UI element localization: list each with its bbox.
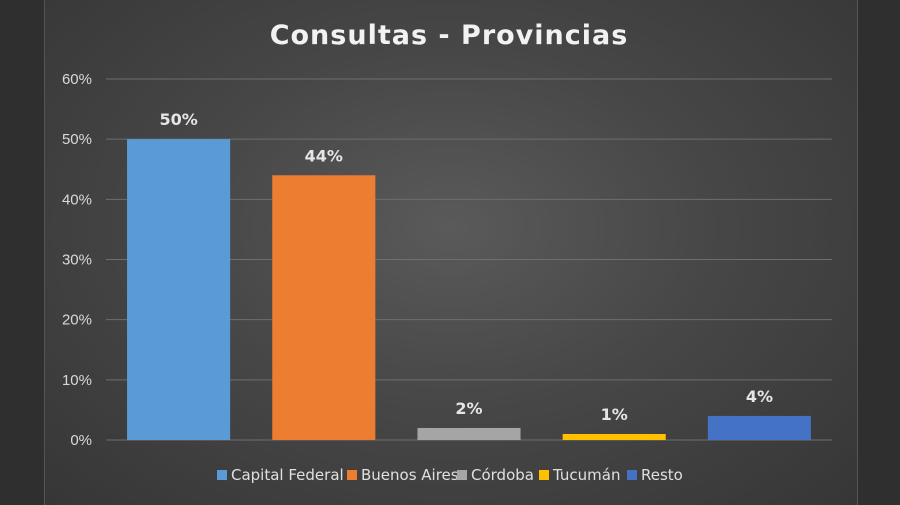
- legend-label: Capital Federal: [231, 466, 344, 484]
- data-label: 44%: [305, 146, 343, 165]
- legend: Capital Federal Buenos Aires Córdoba Tucumá…: [217, 466, 683, 484]
- y-tick-label: 60%: [62, 71, 92, 88]
- y-tick-label: 0%: [70, 432, 92, 449]
- data-label: 2%: [455, 399, 482, 418]
- data-label: 1%: [601, 405, 628, 424]
- y-axis-ticks: 0% 10% 20% 30% 40% 50% 60%: [62, 71, 92, 449]
- chart-title: Consultas - Provincias: [270, 20, 629, 51]
- bars: [127, 139, 811, 440]
- data-labels: 50% 44% 2% 1% 4%: [159, 110, 773, 424]
- y-tick-label: 20%: [62, 312, 92, 329]
- y-tick-label: 30%: [62, 252, 92, 269]
- data-label: 4%: [746, 387, 773, 406]
- legend-label: Córdoba: [471, 466, 534, 484]
- legend-swatch: [347, 470, 357, 480]
- legend-swatch: [457, 470, 467, 480]
- legend-label: Buenos Aires: [361, 466, 459, 484]
- legend-swatch: [217, 470, 227, 480]
- legend-swatch: [539, 470, 549, 480]
- y-tick-label: 40%: [62, 191, 92, 208]
- y-tick-label: 10%: [62, 372, 92, 389]
- bar: [127, 139, 231, 440]
- legend-swatch: [627, 470, 637, 480]
- bar: [272, 175, 376, 440]
- legend-label: Tucumán: [552, 466, 620, 484]
- bar: [417, 427, 521, 440]
- bar: [707, 415, 811, 440]
- bar: [562, 433, 666, 440]
- legend-label: Resto: [641, 466, 683, 484]
- data-label: 50%: [159, 110, 197, 129]
- y-tick-label: 50%: [62, 131, 92, 148]
